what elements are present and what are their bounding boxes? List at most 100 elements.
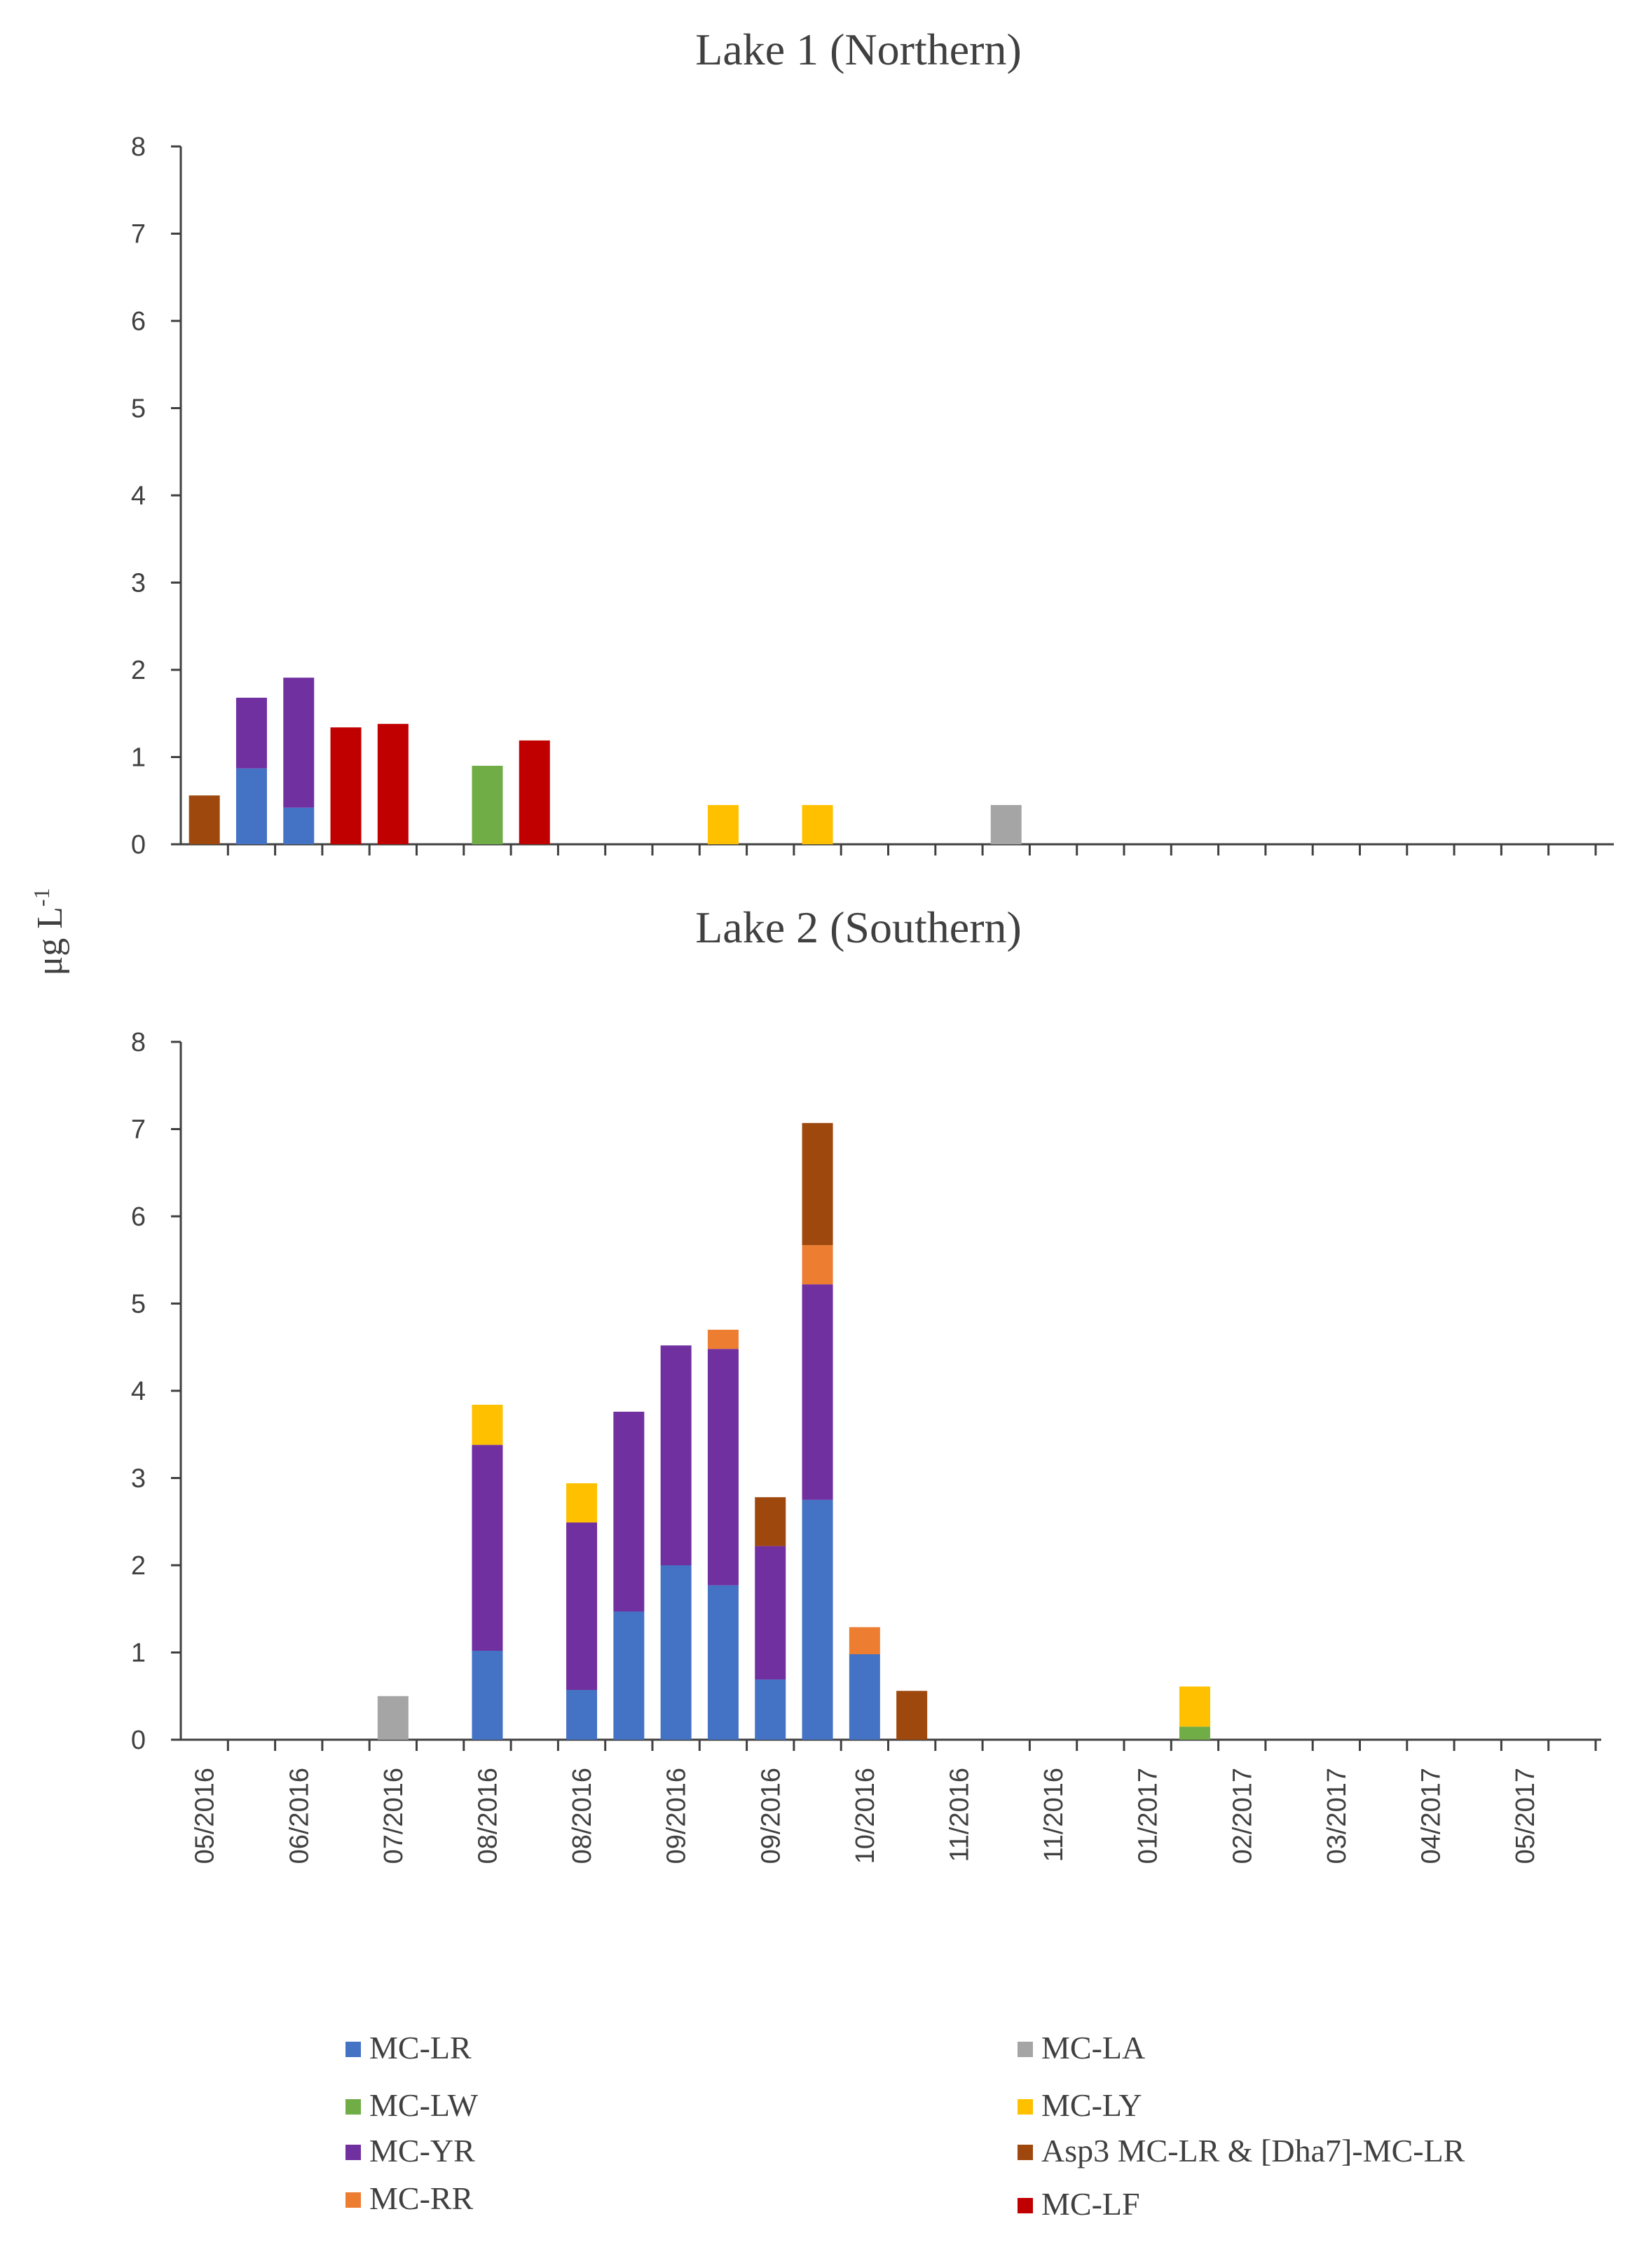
legend-item-mc-lf: MC-LF xyxy=(1018,2186,1140,2222)
chart-title: Lake 1 (Northern) xyxy=(695,25,1022,74)
bar-segment-mc-ly xyxy=(1179,1686,1210,1727)
bar-segment-mc-lr xyxy=(849,1654,880,1740)
bar-segment-mc-lf xyxy=(377,724,409,844)
bar-segment-mc-lr xyxy=(566,1690,598,1740)
y-tick-label: 6 xyxy=(131,1202,146,1232)
x-tick-label: 07/2016 xyxy=(379,1768,409,1864)
y-tick-label: 1 xyxy=(131,1639,146,1668)
y-tick-label: 3 xyxy=(131,1464,146,1494)
x-tick-label: 03/2017 xyxy=(1322,1768,1352,1864)
bar-segment-mc-ly xyxy=(472,1404,503,1445)
legend-label-mc-lf: MC-LF xyxy=(1041,2186,1140,2222)
x-tick-label: 05/2016 xyxy=(191,1768,220,1864)
legend-label-mc-yr: MC-YR xyxy=(369,2133,475,2169)
bar-segment-mc-yr xyxy=(235,697,267,769)
legend-swatch-mc-ly xyxy=(1018,2099,1033,2115)
bar-segment-mc-yr xyxy=(283,678,315,808)
legend-item-mc-rr: MC-RR xyxy=(345,2180,474,2216)
x-tick-label: 06/2016 xyxy=(285,1768,314,1864)
legend-swatch-mc-rr xyxy=(345,2192,361,2208)
bar-segment-mc-yr xyxy=(707,1349,739,1586)
y-tick-label: 2 xyxy=(131,656,146,685)
legend-swatch-mc-lf xyxy=(1018,2198,1033,2213)
bar-segment-mc-lr xyxy=(283,807,315,844)
y-tick-label: 7 xyxy=(131,1115,146,1145)
x-tick-label: 05/2017 xyxy=(1511,1768,1540,1864)
y-tick-label: 0 xyxy=(131,1726,146,1755)
bar-segment-mc-lr xyxy=(613,1611,645,1740)
bar-segment-mc-ly xyxy=(707,804,739,844)
y-tick-label: 3 xyxy=(131,569,146,598)
bar-segment-mc-lw xyxy=(472,765,503,844)
x-tick-label: 09/2016 xyxy=(756,1768,786,1864)
x-tick-label: 04/2017 xyxy=(1416,1768,1446,1864)
x-tick-label: 10/2016 xyxy=(851,1768,880,1864)
bar-segment-mc-lr xyxy=(755,1679,786,1740)
legend-item-asp3: Asp3 MC-LR & [Dha7]-MC-LR xyxy=(1018,2133,1465,2169)
x-tick-label: 08/2016 xyxy=(568,1768,597,1864)
legend-label-mc-lr: MC-LR xyxy=(369,2030,472,2066)
y-tick-label: 5 xyxy=(131,1290,146,1319)
y-tick-label: 0 xyxy=(131,830,146,860)
x-tick-label: 11/2016 xyxy=(1039,1768,1069,1862)
y-axis-label: μg L-1 xyxy=(29,888,70,975)
legend-swatch-asp3 xyxy=(1018,2145,1033,2160)
x-tick-label: 08/2016 xyxy=(473,1768,502,1864)
legend-swatch-mc-lr xyxy=(345,2042,361,2057)
legend-label-mc-ly: MC-LY xyxy=(1041,2087,1142,2123)
legend-label-asp3: Asp3 MC-LR & [Dha7]-MC-LR xyxy=(1041,2133,1465,2169)
y-tick-label: 1 xyxy=(131,743,146,773)
bar-segment-asp3-mc-lr-dha7-mc-lr xyxy=(896,1691,928,1740)
bar-segment-asp3-mc-lr-dha7-mc-lr xyxy=(189,795,220,844)
y-tick-label: 4 xyxy=(131,481,146,511)
legend-swatch-mc-lw xyxy=(345,2099,361,2115)
bar-segment-mc-lw xyxy=(1179,1726,1210,1740)
legend-label-mc-rr: MC-RR xyxy=(369,2180,474,2216)
bar-segment-mc-ly xyxy=(802,804,833,844)
x-tick-label: 11/2016 xyxy=(945,1768,974,1862)
bar-segment-asp3-mc-lr-dha7-mc-lr xyxy=(802,1122,833,1246)
bar-segment-mc-yr xyxy=(566,1522,598,1691)
y-tick-label: 2 xyxy=(131,1551,146,1581)
legend-label-mc-la: MC-LA xyxy=(1041,2030,1145,2066)
legend-label-mc-lw: MC-LW xyxy=(369,2087,479,2123)
legend-item-mc-la: MC-LA xyxy=(1018,2030,1145,2066)
bar-segment-mc-lr xyxy=(802,1499,833,1740)
bar-segment-mc-yr xyxy=(755,1546,786,1680)
bar-segment-mc-lr xyxy=(472,1651,503,1740)
chart-lake1: Lake 1 (Northern) 0 1 2 3 4 5 6 7 8 xyxy=(131,25,1614,860)
x-tick-label: 02/2017 xyxy=(1228,1768,1257,1864)
chart-title: Lake 2 (Southern) xyxy=(695,902,1022,952)
y-tick-label: 6 xyxy=(131,307,146,336)
bar-segment-mc-rr xyxy=(849,1627,880,1654)
bar-segment-mc-yr xyxy=(660,1345,692,1565)
x-tick-label: 09/2016 xyxy=(662,1768,692,1864)
bar-segment-mc-yr xyxy=(802,1284,833,1500)
legend: MC-LR MC-LW MC-YR MC-RR MC-LA MC-LY Asp3… xyxy=(345,2030,1465,2222)
bar-segment-mc-lf xyxy=(519,740,550,844)
legend-item-mc-lw: MC-LW xyxy=(345,2087,479,2123)
y-tick-label: 7 xyxy=(131,220,146,249)
y-tick-label: 8 xyxy=(131,1028,146,1057)
bar-segment-mc-rr xyxy=(802,1245,833,1285)
bar-segment-mc-rr xyxy=(707,1329,739,1349)
bar-segment-mc-ly xyxy=(566,1483,598,1523)
bar-segment-asp3-mc-lr-dha7-mc-lr xyxy=(755,1497,786,1546)
legend-item-mc-yr: MC-YR xyxy=(345,2133,475,2169)
chart-lake2: Lake 2 (Southern) 0 1 2 3 4 5 6 7 8 05/2016 06/201… xyxy=(131,902,1601,1864)
legend-item-mc-lr: MC-LR xyxy=(345,2030,472,2066)
bar-segment-mc-lr xyxy=(707,1585,739,1740)
y-tick-label: 4 xyxy=(131,1377,146,1406)
y-tick-label: 8 xyxy=(131,132,146,162)
bar-segment-mc-yr xyxy=(613,1411,645,1611)
legend-swatch-mc-yr xyxy=(345,2145,361,2160)
legend-swatch-mc-la xyxy=(1018,2042,1033,2057)
bar-segment-mc-lr xyxy=(235,768,267,844)
bar-segment-mc-la xyxy=(377,1696,409,1740)
legend-item-mc-ly: MC-LY xyxy=(1018,2087,1142,2123)
bar-segment-mc-yr xyxy=(472,1445,503,1651)
bar-segment-mc-lf xyxy=(330,727,362,844)
bar-segment-mc-la xyxy=(990,804,1022,844)
bar-segment-mc-lr xyxy=(660,1565,692,1740)
